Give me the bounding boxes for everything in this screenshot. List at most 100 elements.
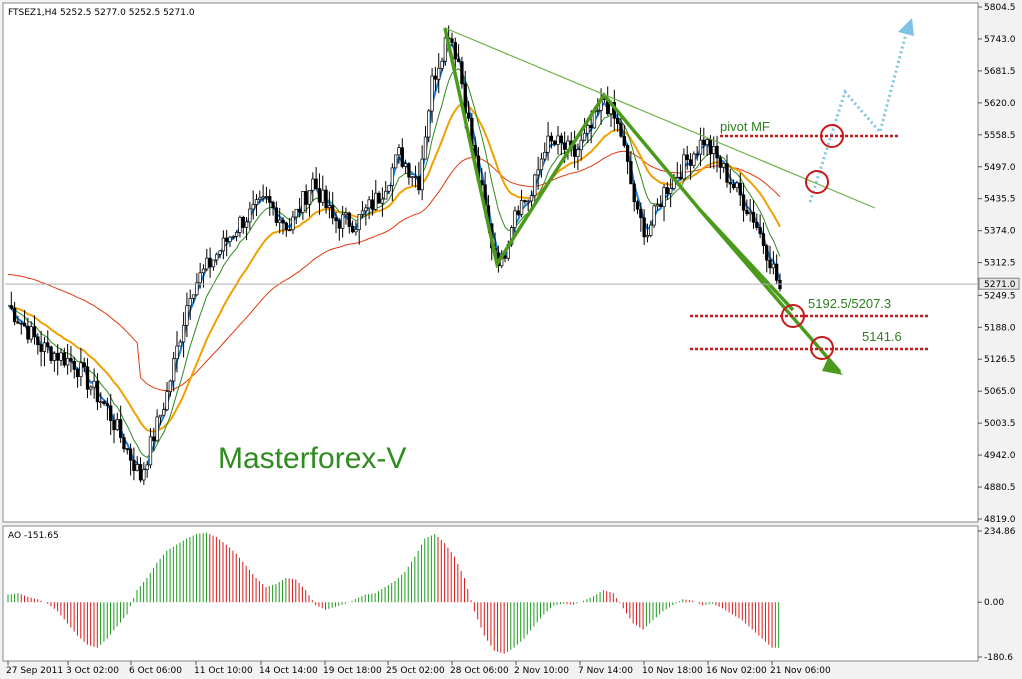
candle-body <box>360 210 365 215</box>
candle-body <box>119 419 123 438</box>
candle-body <box>410 176 414 179</box>
candle-body <box>503 255 507 259</box>
candle-body <box>370 199 375 210</box>
candle-body <box>327 205 332 209</box>
candle-body <box>268 196 272 203</box>
candle-body <box>112 420 116 431</box>
candle-body <box>16 321 20 324</box>
candle-body <box>178 341 182 347</box>
candle-body <box>420 158 424 191</box>
current-price-box <box>978 277 1020 290</box>
ma-orange-line <box>7 102 781 433</box>
candle-body <box>619 123 623 137</box>
candle-body <box>89 386 93 390</box>
candle-body <box>357 213 361 230</box>
candle-body <box>576 149 580 157</box>
candle-body <box>195 282 199 296</box>
price-tick-label: 4942.0 <box>984 451 1016 461</box>
candle-body <box>466 112 471 119</box>
pivot-label: pivot MF <box>720 119 770 134</box>
time-tick-label: 21 Nov 06:00 <box>770 666 831 676</box>
candle-body <box>241 216 245 228</box>
candle-body <box>543 151 547 160</box>
ao-tick-label: 234.86 <box>984 527 1016 537</box>
candle-body <box>281 219 285 224</box>
price-tick-label: 5003.5 <box>984 419 1016 429</box>
candle-body <box>374 192 378 210</box>
candle-body <box>678 176 683 180</box>
candle-body <box>337 220 341 229</box>
ao-histogram <box>7 532 780 654</box>
candle-body <box>138 464 143 481</box>
time-tick-label: 6 Oct 06:00 <box>129 666 182 676</box>
price-tick-label: 5065.0 <box>984 387 1016 397</box>
candle-body <box>188 298 192 307</box>
ao-tick-label: 0.00 <box>984 598 1004 608</box>
candle-body <box>238 216 242 233</box>
trend-line <box>444 27 876 209</box>
price-tick-label: 5188.0 <box>984 323 1016 333</box>
candle-body <box>695 153 699 156</box>
price-tick-label: 5374.0 <box>984 227 1016 237</box>
candle-body <box>221 237 226 252</box>
candle-body <box>741 194 746 211</box>
candle-body <box>629 161 633 185</box>
candle-body <box>635 201 640 210</box>
candle-body <box>9 305 13 309</box>
candle-body <box>659 204 663 208</box>
candle-body <box>403 163 408 167</box>
candle-body <box>755 221 759 228</box>
candle-body <box>685 154 689 161</box>
candle-body <box>165 391 169 411</box>
candle-body <box>128 448 133 461</box>
candle-body <box>75 368 80 377</box>
candle-body <box>553 140 557 145</box>
candle-body <box>215 253 219 261</box>
candle-body <box>287 229 292 232</box>
candle-body <box>642 217 646 238</box>
candle-body <box>708 139 713 155</box>
candle-body <box>533 174 537 196</box>
candle-body <box>625 145 630 162</box>
candle-body <box>775 263 779 281</box>
candle-body <box>105 403 110 407</box>
candle-body <box>155 416 159 442</box>
candle-body <box>586 125 590 134</box>
candle-body <box>304 190 308 205</box>
candle-body <box>32 326 37 338</box>
candle-body <box>79 362 83 377</box>
candle-body <box>698 139 703 155</box>
candle-body <box>354 229 358 233</box>
candle-body <box>407 163 411 178</box>
candle-body <box>321 189 325 203</box>
candle-body <box>692 153 696 166</box>
candle-body <box>526 200 530 203</box>
time-tick-label: 11 Oct 10:00 <box>194 666 253 676</box>
price-tick-label: 5435.5 <box>984 195 1016 205</box>
candle-body <box>115 419 119 431</box>
candle-body <box>387 185 391 192</box>
candle-body <box>731 183 736 189</box>
candle-body <box>440 60 444 69</box>
candle-body <box>688 159 693 166</box>
candle-body <box>218 250 222 255</box>
candle-body <box>324 189 328 209</box>
candle-body <box>344 212 348 216</box>
ao-label: AO -151.65 <box>8 531 59 541</box>
candle-body <box>297 208 302 213</box>
candle-body <box>728 181 732 185</box>
candle-body <box>334 217 338 222</box>
candle-body <box>231 235 235 238</box>
price-tick-label: 5804.5 <box>984 3 1016 13</box>
candle-body <box>205 257 209 270</box>
candle-body <box>109 405 113 422</box>
candle-body <box>284 222 288 231</box>
candle-body <box>311 178 315 191</box>
candle-body <box>39 344 43 352</box>
candle-body <box>516 210 520 215</box>
candle-body <box>562 142 567 150</box>
candle-body <box>201 268 206 274</box>
price-panel <box>2 2 979 523</box>
price-tick-label: 5743.0 <box>984 35 1016 45</box>
